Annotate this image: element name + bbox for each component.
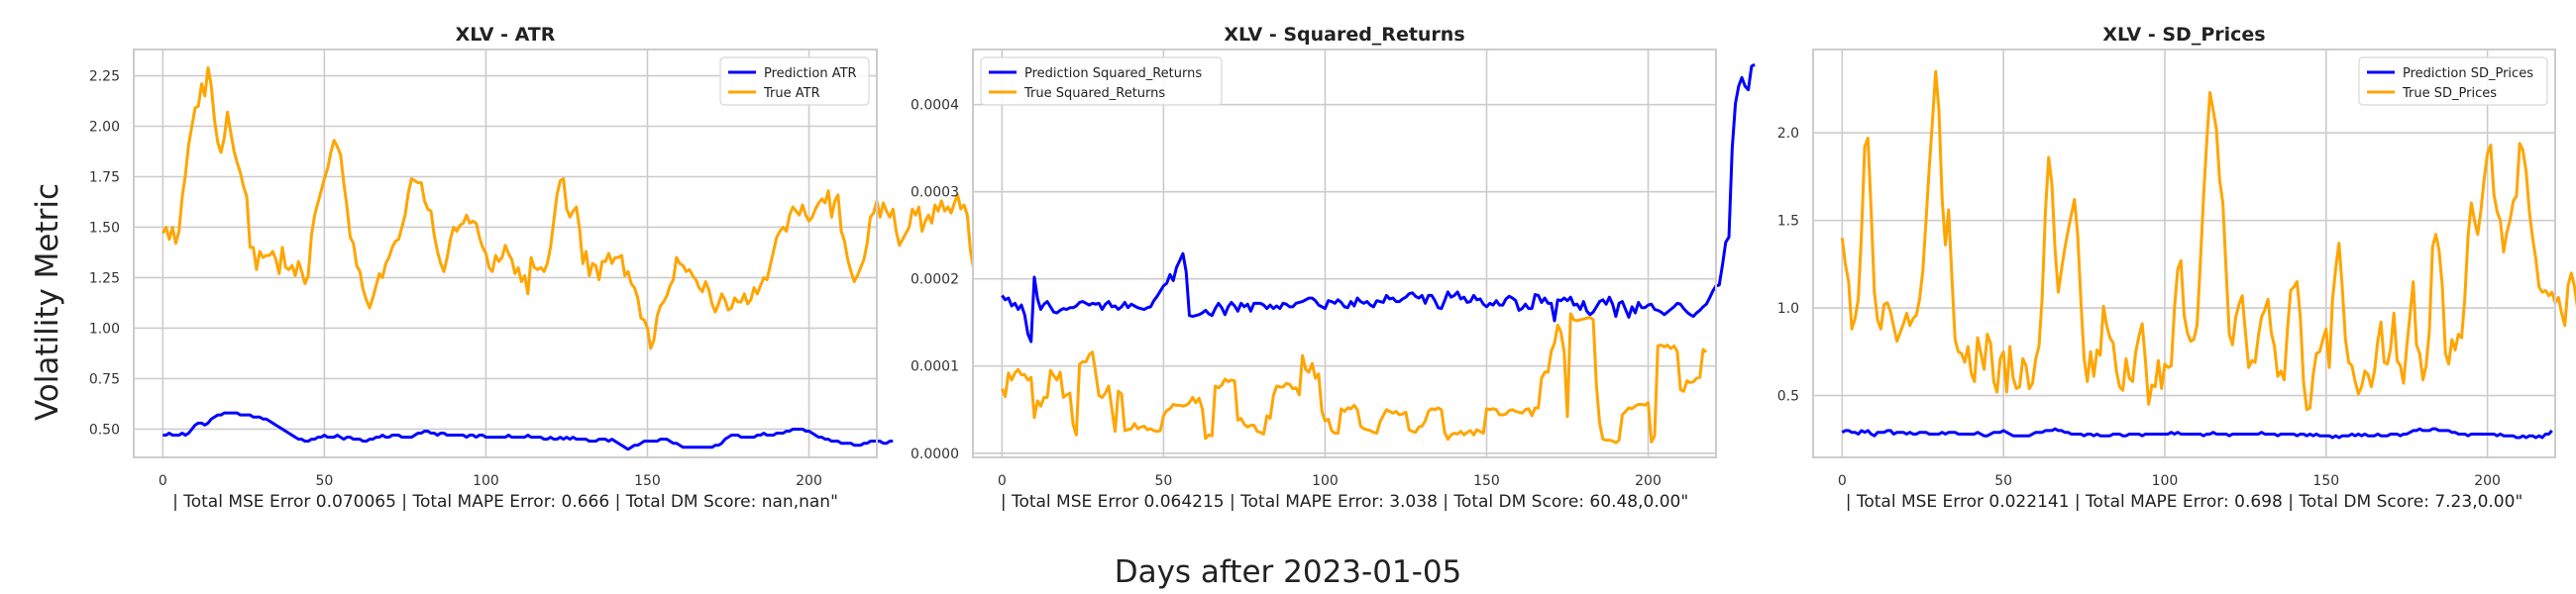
- y-tick-label: 1.25: [89, 270, 120, 286]
- x-tick-label: 100: [2152, 473, 2179, 489]
- series-line-prediction: [1841, 427, 2553, 440]
- plot-frame: [133, 49, 878, 458]
- series-line-prediction: [1001, 62, 1756, 344]
- y-tick-label: 0.50: [89, 422, 120, 438]
- x-tick-label: 50: [1154, 473, 1172, 489]
- y-tick-label: 1.00: [89, 321, 120, 337]
- y-tick-label: 0.0004: [911, 98, 959, 114]
- legend-box: [719, 56, 870, 106]
- y-tick-label: 2.0: [1777, 126, 1799, 142]
- x-axis-label: | Total MSE Error 0.070065 | Total MAPE …: [172, 492, 838, 512]
- chart-panel-atr: 0 50 100 150 200 0.50 0.75 1.00 1.25 1.50 1.75 2.00…: [89, 24, 1150, 512]
- x-tick-label: 0: [1838, 473, 1847, 489]
- x-tick-label: 100: [1312, 473, 1339, 489]
- x-tick-label: 50: [1994, 473, 2012, 489]
- x-tick-label: 150: [2312, 473, 2339, 489]
- x-tick-label: 150: [1473, 473, 1500, 489]
- y-tick-label: 0.0001: [911, 359, 959, 375]
- plot-frame: [972, 49, 1717, 458]
- chart-title: XLV - SD_Prices: [2102, 24, 2265, 46]
- y-tick-label: 1.0: [1777, 301, 1799, 317]
- plot-area: [973, 50, 1716, 457]
- legend-box: [2358, 56, 2548, 106]
- chart-panel-sd-prices: 0 50 100 150 200 0.5 1.0 1.5 2.0 XLV - SD_Prices |…: [1777, 24, 2576, 512]
- y-tick-label: 2.25: [89, 69, 120, 85]
- x-axis-label: | Total MSE Error 0.064215 | Total MAPE …: [1001, 492, 1688, 512]
- series-line-prediction: [162, 411, 894, 451]
- chart-title: XLV - Squared_Returns: [1224, 24, 1464, 46]
- y-tick-label: 2.00: [89, 120, 120, 136]
- legend-label: True SD_Prices: [2402, 86, 2497, 101]
- legend-label: Prediction ATR: [764, 66, 857, 81]
- legend-label: True Squared_Returns: [1023, 86, 1165, 101]
- x-tick-label: 0: [998, 473, 1007, 489]
- y-tick-label: 0.0002: [911, 272, 959, 288]
- x-tick-label: 50: [315, 473, 333, 489]
- x-tick-label: 150: [634, 473, 661, 489]
- y-tick-label: 0.5: [1777, 389, 1799, 405]
- figure-x-axis-label: Days after 2023-01-05: [1114, 554, 1462, 590]
- legend-label: Prediction Squared_Returns: [1024, 66, 1202, 81]
- series-line-true: [1840, 69, 2576, 412]
- figure-y-axis-label: Volatility Metric: [30, 182, 65, 422]
- x-tick-label: 0: [159, 473, 167, 489]
- x-tick-label: 200: [2474, 473, 2501, 489]
- y-tick-label: 0.0000: [911, 446, 959, 462]
- y-tick-label: 1.75: [89, 169, 120, 185]
- x-axis-label: | Total MSE Error 0.022141 | Total MAPE …: [1846, 492, 2523, 512]
- y-tick-label: 0.0003: [911, 185, 959, 201]
- legend-label: Prediction SD_Prices: [2403, 66, 2533, 81]
- legend-label: True ATR: [763, 86, 820, 101]
- plot-frame: [1812, 49, 2556, 458]
- x-tick-label: 100: [473, 473, 499, 489]
- y-tick-label: 1.50: [89, 220, 120, 236]
- x-tick-label: 200: [1635, 473, 1662, 489]
- legend-box: [980, 56, 1223, 106]
- plot-area: [134, 50, 877, 457]
- y-tick-label: 0.75: [89, 371, 120, 387]
- chart-title: XLV - ATR: [456, 24, 556, 46]
- x-tick-label: 200: [796, 473, 822, 489]
- y-tick-label: 1.5: [1777, 214, 1799, 230]
- chart-panel-squared-returns: 0 50 100 150 200 0.0000 0.0001 0.0002 0.0003 0.00…: [911, 24, 1756, 512]
- series-line-true: [1000, 312, 1708, 445]
